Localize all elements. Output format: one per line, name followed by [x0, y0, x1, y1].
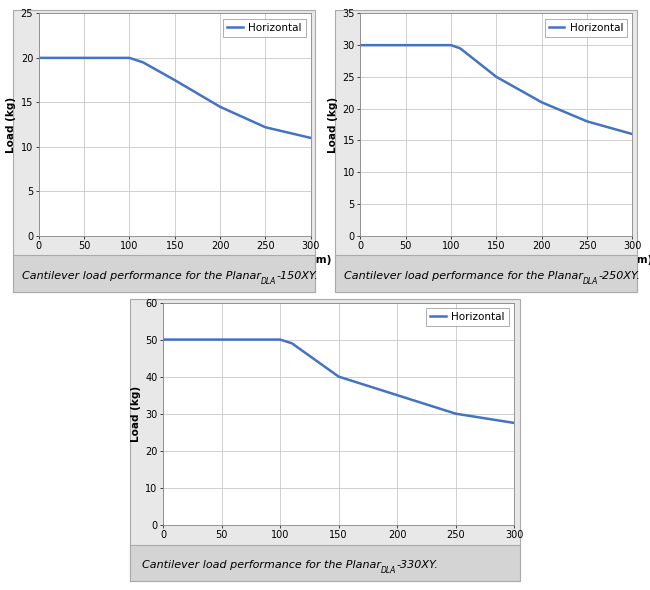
Horizontal [335, 373, 343, 380]
Y-axis label: Load (kg): Load (kg) [6, 97, 16, 153]
X-axis label: Distance of Load C.G. from Tabletop Centerline (mm): Distance of Load C.G. from Tabletop Cent… [340, 255, 650, 266]
Horizontal [538, 99, 546, 106]
Text: -330XY.: -330XY. [396, 560, 438, 570]
Horizontal [288, 340, 296, 347]
Horizontal [171, 77, 179, 84]
Horizontal [35, 54, 43, 61]
X-axis label: Distance of Load C.G. from Tabletop Centerline (mm): Distance of Load C.G. from Tabletop Cent… [18, 255, 331, 266]
Horizontal [276, 336, 284, 343]
Text: -150XY.: -150XY. [276, 271, 318, 281]
Text: Cantilever load performance for the Planar: Cantilever load performance for the Plan… [344, 271, 583, 281]
Horizontal [583, 118, 591, 125]
Text: DLA: DLA [261, 277, 276, 286]
Horizontal [216, 103, 224, 110]
X-axis label: Distance of Load C.G. from Tabletop Centerline (mm): Distance of Load C.G. from Tabletop Cent… [183, 545, 495, 555]
Text: DLA: DLA [583, 277, 598, 286]
Horizontal [456, 45, 464, 52]
Horizontal [261, 124, 269, 131]
Line: Horizontal: Horizontal [39, 58, 311, 138]
Legend: Horizontal: Horizontal [223, 19, 306, 37]
Horizontal [629, 130, 636, 137]
Line: Horizontal: Horizontal [163, 340, 514, 423]
Y-axis label: Load (kg): Load (kg) [131, 386, 141, 442]
Text: Cantilever load performance for the Planar: Cantilever load performance for the Plan… [22, 271, 261, 281]
Line: Horizontal: Horizontal [361, 45, 632, 134]
Legend: Horizontal: Horizontal [545, 19, 627, 37]
Horizontal [393, 392, 401, 399]
Text: DLA: DLA [381, 566, 396, 575]
Horizontal [447, 42, 455, 49]
Horizontal [452, 410, 460, 417]
Legend: Horizontal: Horizontal [426, 308, 509, 326]
Text: Cantilever load performance for the Planar: Cantilever load performance for the Plan… [142, 560, 381, 570]
Horizontal [159, 336, 167, 343]
Text: -250XY.: -250XY. [598, 271, 640, 281]
Horizontal [125, 54, 133, 61]
Horizontal [493, 73, 500, 80]
Horizontal [357, 42, 365, 49]
Horizontal [139, 59, 147, 66]
Horizontal [307, 135, 315, 142]
Y-axis label: Load (kg): Load (kg) [328, 97, 338, 153]
Horizontal [510, 419, 518, 427]
